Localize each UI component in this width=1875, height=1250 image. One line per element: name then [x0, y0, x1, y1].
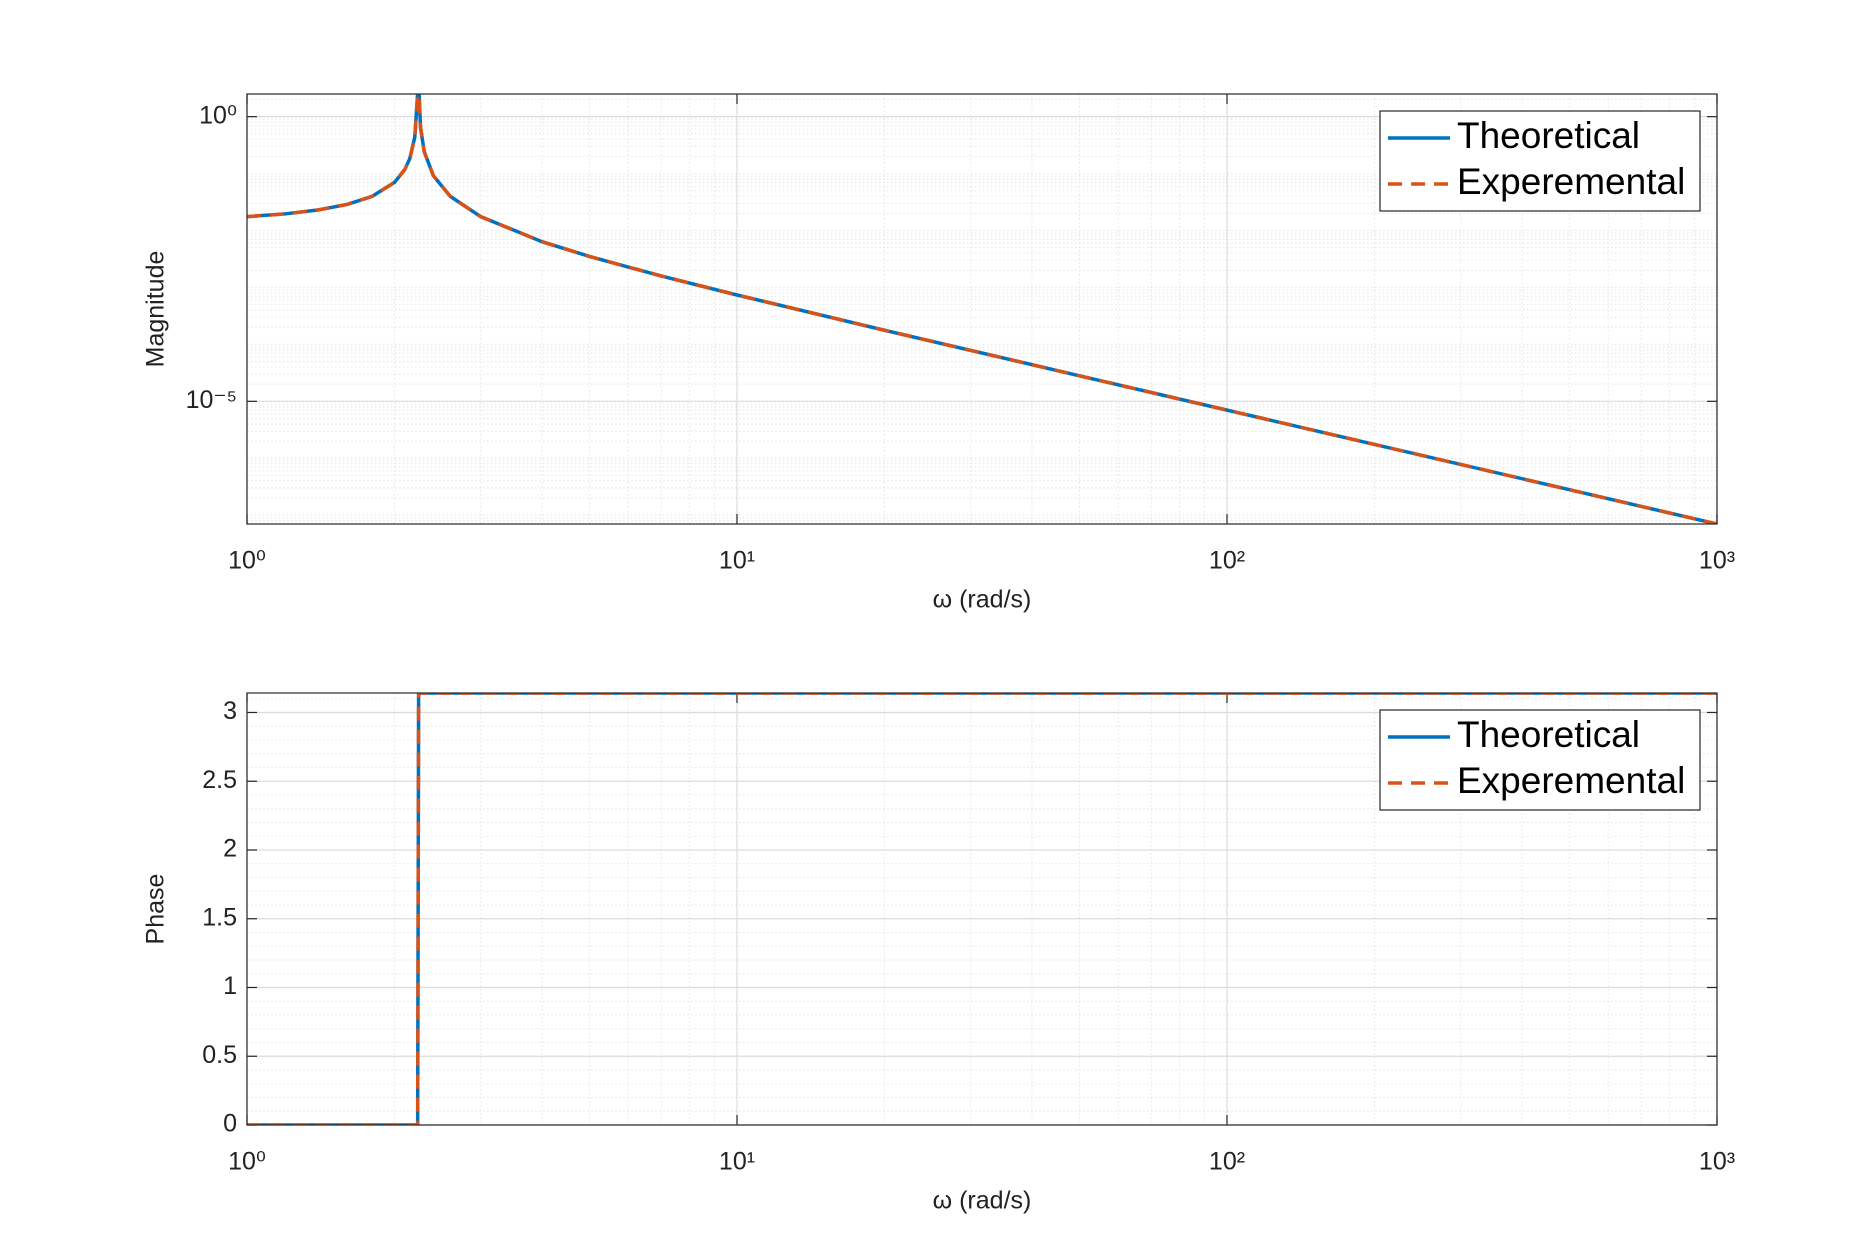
y-tick-label: 1: [223, 972, 237, 1000]
x-tick-label: 10²: [1209, 1148, 1245, 1176]
x-tick-label: 10²: [1209, 547, 1245, 575]
x-tick-label: 10³: [1699, 1148, 1735, 1176]
x-axis-label: ω (rad/s): [933, 1187, 1032, 1215]
subplot: 10⁰ 10¹ 10² 10³ 0 0.5 1 1.5 2 2.5 3 ω (rad/s) Phase T…: [142, 692, 1735, 1215]
x-tick-label: 10¹: [719, 547, 755, 575]
subplot: 10⁰ 10¹ 10² 10³ 10⁻⁵ 10⁰ ω (rad/s) Magnitude The…: [142, 93, 1735, 614]
y-axis-label: Phase: [142, 874, 170, 945]
legend: Theoretical Experemental: [1379, 709, 1701, 811]
y-tick-label: 10⁻⁵: [186, 386, 237, 414]
y-axis-label: Magnitude: [142, 251, 170, 368]
x-tick-label: 10¹: [719, 1148, 755, 1176]
y-tick-label: 1.5: [202, 903, 237, 931]
legend-box: [1379, 110, 1701, 212]
y-tick-label: 0: [223, 1110, 237, 1138]
y-tick-label: 2: [223, 835, 237, 863]
legend: Theoretical Experemental: [1379, 110, 1701, 212]
legend-label: Theoretical: [1457, 714, 1640, 755]
data-line: [247, 94, 1717, 524]
x-tick-label: 10⁰: [228, 547, 266, 575]
axes-box: [246, 93, 1718, 525]
legend-label: Experemental: [1457, 760, 1685, 801]
legend-label: Experemental: [1457, 161, 1685, 202]
axes-box: [246, 692, 1718, 1126]
x-axis-label: ω (rad/s): [933, 586, 1032, 614]
x-tick-label: 10³: [1699, 547, 1735, 575]
x-tick-label: 10⁰: [228, 1148, 266, 1176]
y-tick-label: 0.5: [202, 1041, 237, 1069]
y-tick-label: 10⁰: [199, 101, 237, 129]
legend-label: Theoretical: [1457, 115, 1640, 156]
y-tick-label: 3: [223, 697, 237, 725]
y-tick-label: 2.5: [202, 766, 237, 794]
legend-box: [1379, 709, 1701, 811]
